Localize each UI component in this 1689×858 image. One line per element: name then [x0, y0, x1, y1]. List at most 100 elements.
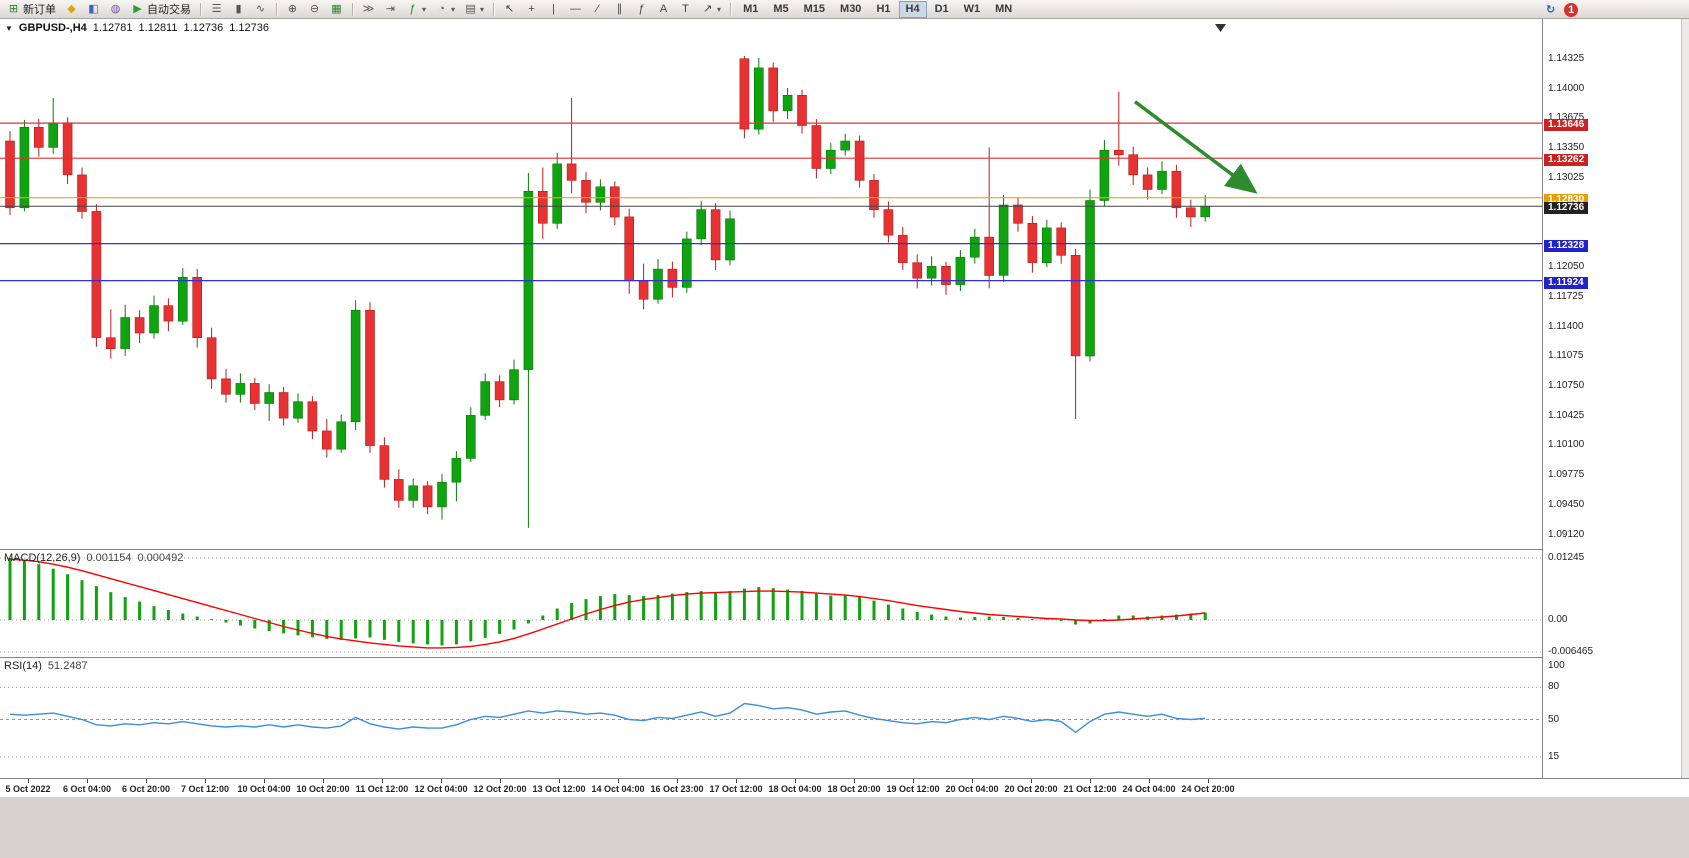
timeframe-m5-button[interactable]: M5 — [766, 1, 795, 18]
crosshair-button[interactable]: + — [521, 1, 542, 18]
time-tick — [1208, 779, 1209, 783]
candles-chart-button[interactable]: ▮ — [228, 1, 249, 18]
vertical-scrollbar[interactable] — [1681, 19, 1689, 778]
macd-axis-label: 0.00 — [1548, 614, 1568, 625]
price-tick: 1.09120 — [1548, 529, 1585, 540]
candle — [1142, 167, 1153, 200]
price-tick: 1.09775 — [1548, 469, 1585, 480]
metaeditor-button[interactable]: ◆ — [61, 1, 82, 18]
timeframe-m15-button[interactable]: M15 — [797, 1, 832, 18]
rsi-axis-label: 50 — [1548, 714, 1560, 725]
candle — [653, 259, 663, 304]
templates-button[interactable]: ▤ ▾ — [460, 1, 488, 18]
cursor-icon: ↖ — [504, 2, 515, 15]
toolbar-separator — [352, 2, 353, 16]
candle — [998, 195, 1009, 282]
candle — [1186, 199, 1196, 227]
candle — [811, 119, 822, 179]
candle — [379, 437, 390, 488]
candle — [293, 393, 303, 423]
macd-value-2: 0.000492 — [137, 552, 184, 564]
timeframe-h1-button[interactable]: H1 — [869, 1, 897, 18]
time-tick — [677, 779, 678, 783]
timeframe-mn-button[interactable]: MN — [988, 1, 1019, 18]
time-tick — [500, 779, 501, 783]
symbol-period-label: GBPUSD-,H4 — [18, 22, 87, 34]
timeframe-d1-button[interactable]: D1 — [928, 1, 956, 18]
vertical-line-button[interactable]: | — [543, 1, 564, 18]
time-label: 5 Oct 2022 — [5, 784, 51, 794]
rsi-axis-label: 80 — [1548, 681, 1560, 692]
dropdown-caret-icon: ▾ — [480, 4, 485, 14]
dropdown-caret-icon: ▾ — [451, 4, 456, 14]
panel-divider[interactable] — [0, 657, 1689, 658]
market-watch-icon: ◧ — [88, 2, 99, 15]
time-axis[interactable]: 5 Oct 2022 6 Oct 04:00 6 Oct 20:00 7 Oct 12… — [0, 778, 1689, 797]
price-tick: 1.13025 — [1548, 172, 1585, 183]
price-tick: 1.14325 — [1548, 53, 1585, 64]
line-chart-button[interactable]: ∿ — [250, 1, 271, 18]
candle — [206, 327, 217, 389]
auto-trading-button[interactable]: ▶ 自动交易 — [127, 1, 195, 18]
arrows-icon: ↗ — [702, 2, 713, 15]
chart-collapse-icon[interactable]: ▼ — [5, 23, 13, 33]
timeframe-h4-button[interactable]: H4 — [898, 0, 927, 18]
candle — [552, 152, 563, 229]
zoom-in-button[interactable]: ⊕ — [282, 1, 303, 18]
macd-axis-label: -0.006465 — [1548, 646, 1594, 657]
macd-label: MACD(12,26,9) 0.001154 0.000492 — [4, 552, 183, 564]
candle — [264, 384, 275, 421]
rsi-panel[interactable] — [0, 658, 1542, 778]
cursor-button[interactable]: ↖ — [499, 1, 520, 18]
candle — [969, 228, 980, 264]
toolbar-right-cluster: ↻ 1 — [1542, 1, 1579, 18]
time-label: 14 Oct 04:00 — [591, 784, 645, 794]
periods-button[interactable]: ◔ ▾ — [431, 1, 459, 18]
auto-scroll-button[interactable]: ≫ — [358, 1, 379, 18]
candle — [19, 120, 30, 212]
trendline-button[interactable]: ∕ — [587, 1, 608, 18]
candle — [307, 396, 318, 440]
text-label-button[interactable]: T — [675, 1, 696, 18]
candle — [494, 375, 505, 408]
panel-divider[interactable] — [0, 549, 1689, 550]
text-button[interactable]: A — [653, 1, 674, 18]
trend-arrow-annotation[interactable] — [1133, 100, 1258, 194]
price-chart[interactable] — [0, 19, 1542, 550]
fibonacci-button[interactable]: ƒ — [631, 1, 652, 18]
candle — [1157, 161, 1167, 195]
toolbar-separator — [730, 2, 732, 16]
candle — [192, 269, 202, 348]
dropdown-caret-icon: ▾ — [422, 4, 427, 14]
time-label: 11 Oct 12:00 — [355, 784, 409, 794]
timeframe-w1-button[interactable]: W1 — [957, 1, 988, 18]
chart-sync-button[interactable]: ↻ — [1542, 1, 1559, 18]
time-tick — [618, 779, 619, 783]
chart-shift-button[interactable]: ⇥ — [380, 1, 401, 18]
market-watch-button[interactable]: ◧ — [83, 1, 104, 18]
time-label: 20 Oct 20:00 — [1004, 784, 1058, 794]
navigator-button[interactable]: ◍ — [105, 1, 126, 18]
zoom-out-button[interactable]: ⊖ — [304, 1, 325, 18]
timeframe-m1-button[interactable]: M1 — [736, 1, 765, 18]
bars-chart-icon: ☰ — [211, 2, 222, 15]
time-tick — [87, 779, 88, 783]
bars-chart-button[interactable]: ☰ — [206, 1, 227, 18]
arrows-button[interactable]: ↗ ▾ — [697, 1, 725, 18]
price-axis[interactable]: 1.14325 1.14000 1.13675 1.13350 1.13025 1.120… — [1542, 19, 1681, 778]
new-order-button[interactable]: ⊞ 新订单 — [3, 1, 60, 18]
horizontal-line-button[interactable]: — — [565, 1, 586, 18]
notification-badge[interactable]: 1 — [1564, 2, 1579, 17]
timeframe-m30-button[interactable]: M30 — [833, 1, 868, 18]
candle — [48, 98, 59, 154]
equidistant-channel-button[interactable]: ∥ — [609, 1, 630, 18]
fibonacci-icon: ƒ — [638, 2, 645, 15]
candle — [437, 473, 447, 520]
candle — [134, 310, 145, 344]
macd-panel[interactable] — [0, 550, 1542, 658]
tile-windows-button[interactable]: ▦ — [326, 1, 347, 18]
indicators-button[interactable]: ƒ ▾ — [402, 1, 430, 18]
resistance-2-price-label: 1.13262 — [1544, 154, 1589, 166]
rsi-line — [9, 702, 1206, 734]
time-label: 17 Oct 12:00 — [709, 784, 763, 794]
